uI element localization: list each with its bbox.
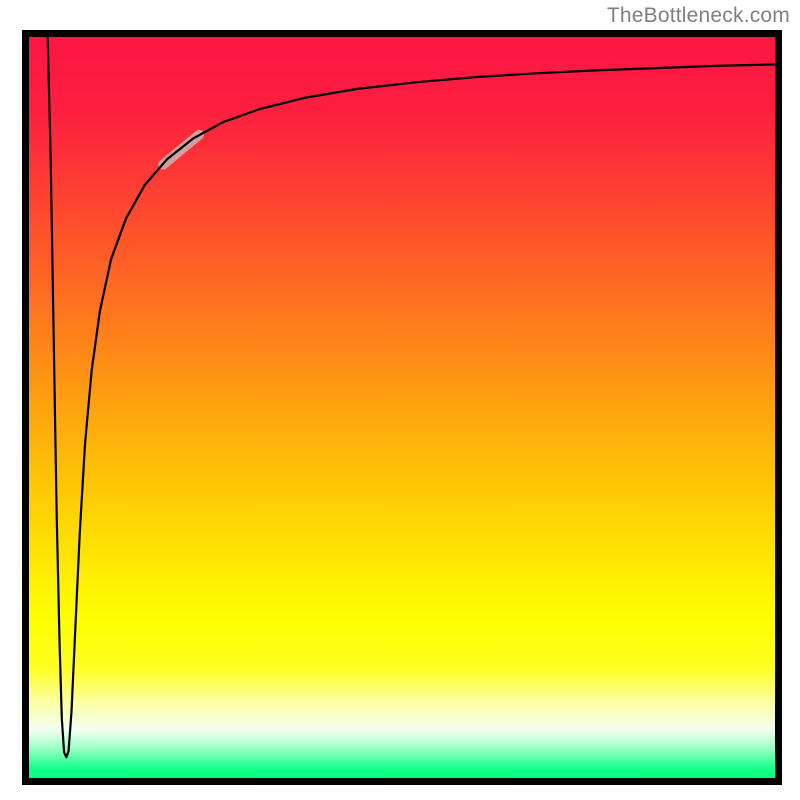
gradient-background	[29, 37, 775, 778]
watermark-text: TheBottleneck.com	[607, 4, 790, 28]
chart-stage: TheBottleneck.com	[0, 0, 800, 800]
chart-svg	[0, 0, 800, 800]
